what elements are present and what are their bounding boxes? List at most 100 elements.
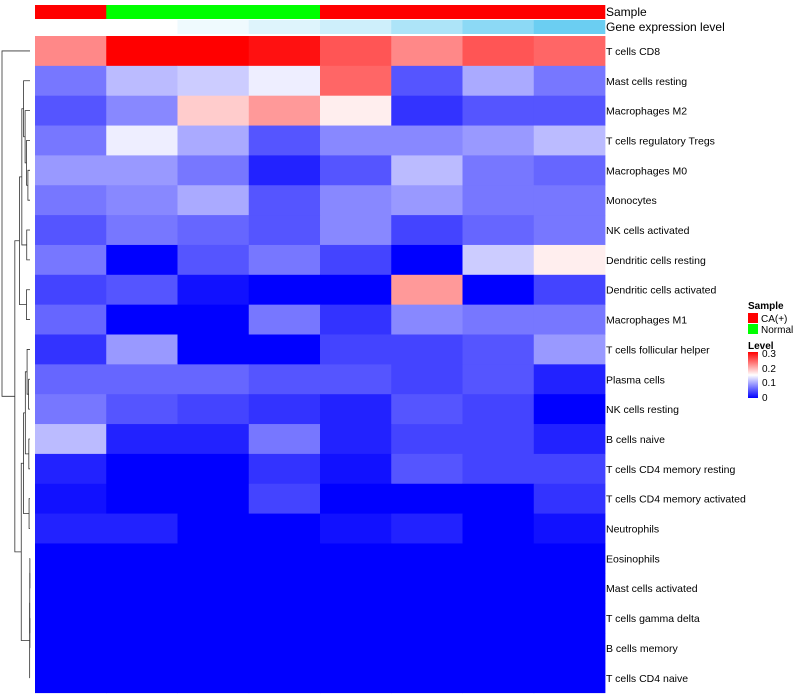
heatmap-cell — [462, 394, 535, 425]
heatmap-cell — [35, 36, 107, 67]
heatmap-cell — [248, 424, 321, 455]
heatmap-cell — [391, 364, 463, 395]
heatmap-cell — [462, 513, 535, 544]
heatmap-cell — [35, 633, 107, 664]
heatmap-cell — [177, 244, 250, 276]
heatmap-cell — [391, 65, 463, 97]
heatmap-cell — [248, 573, 321, 604]
expression-annot-cell-7 — [462, 20, 535, 34]
heatmap-cell — [106, 125, 178, 156]
heatmap-cell — [248, 633, 321, 664]
heatmap-cell — [320, 215, 392, 246]
heatmap-cell — [248, 244, 321, 276]
heatmap-cell — [35, 274, 107, 306]
heatmap-cell — [35, 603, 107, 634]
expression-annotation-label: Gene expression level — [606, 20, 725, 34]
heatmap-cell — [462, 274, 535, 306]
heatmap-cell — [106, 543, 178, 574]
heatmap-cell — [35, 334, 107, 365]
row-label-monocytes: Monocytes — [606, 195, 657, 207]
heatmap-cell — [533, 125, 606, 156]
dendrogram-branch — [20, 462, 30, 641]
row-label-plasma-cells: Plasma cells — [606, 374, 665, 386]
heatmap-cell — [320, 65, 392, 97]
heatmap-cell — [248, 274, 321, 306]
heatmap-cell — [391, 304, 463, 335]
heatmap-cell — [320, 36, 392, 67]
heatmap-cell — [177, 394, 250, 425]
heatmap-cell — [35, 304, 107, 335]
heatmap-cell — [391, 573, 463, 604]
heatmap-cell — [533, 603, 606, 634]
heatmap-cell — [533, 36, 606, 67]
expression-annotation-bar — [35, 20, 606, 34]
heatmap-cell — [177, 603, 250, 634]
row-label-b-cells-naive: B cells naive — [606, 434, 665, 446]
heatmap-cell — [106, 633, 178, 664]
heatmap-cell — [177, 424, 250, 455]
row-label-mast-cells-resting: Mast cells resting — [606, 76, 687, 88]
heatmap-cell — [533, 65, 606, 97]
heatmap-cell — [35, 453, 107, 485]
row-label-t-cells-cd8: T cells CD8 — [606, 46, 660, 58]
heatmap-cell — [248, 543, 321, 574]
legend-tick-0: 0 — [762, 393, 768, 404]
heatmap-cell — [533, 215, 606, 246]
heatmap-cell — [533, 364, 606, 395]
heatmap-cell — [35, 95, 107, 126]
heatmap-cell — [320, 603, 392, 634]
heatmap-cell — [391, 334, 463, 365]
dendrogram-branch — [28, 438, 30, 470]
heatmap-cell — [320, 483, 392, 514]
heatmap-cell — [177, 662, 250, 694]
heatmap-cell — [35, 155, 107, 186]
heatmap-cell — [320, 394, 392, 425]
heatmap-cell — [391, 95, 463, 126]
heatmap-cell — [106, 603, 178, 634]
heatmap-cell — [35, 394, 107, 425]
heatmap-cell — [533, 424, 606, 455]
heatmap-cell — [533, 244, 606, 276]
dendrogram-branch — [26, 229, 30, 261]
dendrogram-branch — [21, 108, 27, 246]
heatmap-cells — [35, 36, 606, 694]
heatmap-cell — [248, 95, 321, 126]
heatmap-cell — [462, 662, 535, 694]
heatmap-cell — [106, 215, 178, 246]
row-label-nk-cells-resting: NK cells resting — [606, 404, 679, 416]
sample-annot-cell-5 — [320, 5, 392, 19]
dendrogram-branch — [24, 110, 30, 164]
heatmap-cell — [248, 215, 321, 246]
heatmap-cell — [320, 334, 392, 365]
row-label-macrophages-m1: Macrophages M1 — [606, 315, 687, 327]
heatmap-cell — [391, 662, 463, 694]
heatmap-cell — [320, 364, 392, 395]
heatmap-cell — [462, 334, 535, 365]
dendrogram-branch — [23, 80, 30, 138]
heatmap-cell — [391, 36, 463, 67]
heatmap-cell — [533, 543, 606, 574]
sample-annot-cell-2 — [106, 5, 178, 19]
row-dendrogram — [1, 50, 31, 679]
heatmap-cell — [462, 453, 535, 485]
heatmap-cell — [462, 304, 535, 335]
heatmap-cell — [248, 36, 321, 67]
heatmap-cell — [106, 244, 178, 276]
heatmap-cell — [106, 513, 178, 544]
heatmap-cell — [35, 364, 107, 395]
expression-annot-cell-5 — [320, 20, 392, 34]
heatmap-cell — [106, 185, 178, 216]
legend-swatch-ca — [748, 313, 758, 323]
heatmap-cell — [35, 215, 107, 246]
heatmap-cell — [462, 125, 535, 156]
heatmap-cell — [462, 95, 535, 126]
heatmap-cell — [533, 662, 606, 694]
dendrogram-branch — [1, 50, 30, 397]
heatmap-cell — [248, 304, 321, 335]
heatmap-cell — [462, 215, 535, 246]
heatmap-cell — [391, 424, 463, 455]
heatmap-cell — [320, 155, 392, 186]
heatmap-cell — [391, 543, 463, 574]
row-label-t-cells-follicular-helper: T cells follicular helper — [606, 344, 710, 356]
